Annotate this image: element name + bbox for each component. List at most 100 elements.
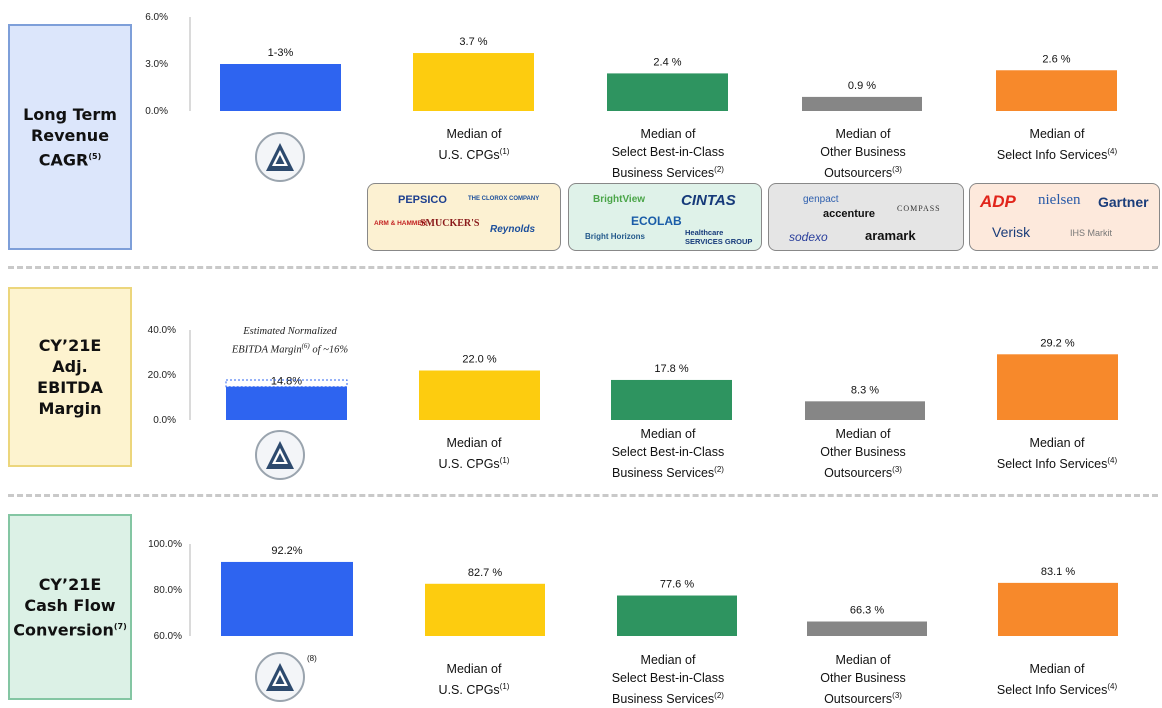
- category-label-line: Outsourcers(3): [824, 691, 902, 707]
- value-label: 92.2%: [271, 545, 302, 557]
- y-tick-label: 40.0%: [148, 325, 176, 336]
- section-label-line: Margin: [38, 399, 102, 418]
- category-label-business-services: Median of Select Best-in-Class Business Se…: [583, 125, 753, 182]
- category-label-line: Median of: [1029, 127, 1085, 141]
- category-label-line: Select Info Services(4): [996, 682, 1118, 698]
- category-label-line: Median of: [835, 127, 891, 141]
- category-label-line: U.S. CPGs(1): [438, 456, 510, 472]
- aramark-logo: aramark: [865, 228, 916, 243]
- category-label-info-services: Median of Select Info Services(4): [972, 125, 1142, 164]
- category-footnote: (4): [1107, 682, 1118, 691]
- section-label-line: CAGR(5): [38, 150, 102, 170]
- category-footnote: (1): [499, 456, 510, 465]
- y-tick-label: 100.0%: [148, 539, 182, 550]
- value-label: 3.7 %: [459, 36, 487, 48]
- nielsen-logo: nielsen: [1038, 192, 1081, 208]
- category-label-info-services: Median of Select Info Services(4): [972, 434, 1142, 473]
- value-label: 66.3 %: [850, 605, 884, 617]
- value-label: 77.6 %: [660, 579, 694, 591]
- category-label-line: Business Services(2): [612, 465, 724, 481]
- compass-logo: COMPASS: [897, 204, 941, 213]
- bar-cpgs: [425, 583, 545, 636]
- section-label-cashflow: CY’21E Cash Flow Conversion(7): [8, 514, 132, 700]
- category-label-outsourcers: Median of Other Business Outsourcers(3): [778, 125, 948, 182]
- section-label-footnote: (7): [113, 621, 127, 631]
- section-label-revenue: Long Term Revenue CAGR(5): [8, 24, 132, 250]
- value-label: 1-3%: [268, 47, 294, 59]
- category-label-cpgs: Median of U.S. CPGs(1): [389, 125, 559, 164]
- category-label-line: Select Info Services(4): [996, 147, 1118, 163]
- category-label-line: Business Services(2): [612, 691, 724, 707]
- bar-company: [226, 386, 347, 420]
- bar-outsourcers: [807, 621, 927, 636]
- ihs-markit-logo: IHS Markit: [1070, 228, 1113, 238]
- y-tick-label: 80.0%: [154, 585, 182, 596]
- category-label-line: Median of: [640, 653, 696, 667]
- info-services-logo-box: ADP nielsen Gartner Verisk IHS Markit: [969, 183, 1160, 251]
- section-label-line: Cash Flow: [24, 595, 116, 615]
- genpact-logo: genpact: [803, 194, 839, 205]
- bright-horizons-logo: Bright Horizons: [585, 232, 645, 241]
- category-label-line: Business Services(2): [612, 165, 724, 181]
- cashflow-chart-svg: 100.0% 80.0% 60.0% 92.2% 82.7 % 77.6 % 66.3 % 8…: [148, 539, 1118, 642]
- healthcare-services-logo: Healthcare SERVICES GROUP: [685, 228, 753, 246]
- category-label-info-services: Median of Select Info Services(4): [972, 660, 1142, 699]
- section-label-text: CY’21E Adj. EBITDA Margin: [37, 335, 103, 419]
- normalized-ebitda-annotation: Estimated Normalized EBITDA Margin(6) of…: [231, 326, 349, 356]
- smuckers-logo: SMUCKER'S: [420, 218, 480, 229]
- bar-company: [220, 64, 341, 111]
- value-label: 8.3 %: [851, 384, 879, 396]
- y-tick-label: 0.0%: [145, 106, 168, 117]
- bar-business-services: [611, 379, 732, 420]
- category-label-line: Select Info Services(4): [996, 456, 1118, 472]
- category-label-line: Median of: [446, 662, 502, 676]
- company-logo-icon: [266, 663, 294, 691]
- category-footnote: (2): [714, 691, 724, 700]
- category-label-line: Other Business: [820, 671, 906, 685]
- bar-outsourcers: [802, 96, 922, 111]
- category-footnote: (3): [892, 691, 902, 700]
- category-label-line: Select Best-in-Class: [611, 671, 725, 685]
- category-label-line: Other Business: [820, 145, 906, 159]
- category-label-business-services: Median of Select Best-in-Class Business Se…: [583, 425, 753, 482]
- value-label: 29.2 %: [1040, 337, 1074, 349]
- section-label-line: Long Term: [23, 104, 117, 124]
- category-label-line: Median of: [1029, 436, 1085, 450]
- section-divider: [8, 494, 1158, 497]
- y-tick-label: 0.0%: [153, 415, 176, 426]
- value-label: 83.1 %: [1041, 566, 1075, 578]
- section-label-line: CY’21E: [38, 574, 102, 594]
- sodexo-logo: sodexo: [789, 230, 828, 244]
- gartner-logo: Gartner: [1098, 194, 1149, 210]
- section-label-ebitda: CY’21E Adj. EBITDA Margin: [8, 287, 132, 467]
- value-label: 2.4 %: [653, 56, 681, 68]
- section-label-text: CY’21E Cash Flow Conversion(7): [13, 574, 127, 640]
- section-label-line: Revenue: [30, 125, 110, 145]
- section-label-text: Long Term Revenue CAGR(5): [23, 104, 117, 170]
- category-label-outsourcers: Median of Other Business Outsourcers(3): [778, 651, 948, 708]
- brightview-logo: BrightView: [593, 194, 646, 205]
- bar-business-services: [607, 73, 728, 111]
- y-tick-label: 60.0%: [154, 631, 182, 642]
- category-label-line: Select Best-in-Class: [611, 145, 725, 159]
- section-label-line: Adj.: [52, 357, 88, 376]
- section-divider: [8, 266, 1158, 269]
- clorox-logo: THE CLOROX COMPANY: [468, 196, 540, 202]
- y-tick-label: 20.0%: [148, 370, 176, 381]
- bar-outsourcers: [805, 401, 925, 420]
- category-label-line: U.S. CPGs(1): [438, 147, 510, 163]
- category-label-line: Outsourcers(3): [824, 465, 902, 481]
- category-label-line: Outsourcers(3): [824, 165, 902, 181]
- value-label: 2.6 %: [1042, 53, 1070, 65]
- bar-business-services: [617, 595, 737, 636]
- category-footnote: (1): [499, 147, 510, 156]
- category-label-line: U.S. CPGs(1): [438, 682, 510, 698]
- accenture-logo: accenture: [823, 208, 875, 220]
- category-label-cpgs: Median of U.S. CPGs(1): [389, 434, 559, 473]
- category-footnote: (4): [1107, 456, 1118, 465]
- company-logo: [255, 652, 305, 702]
- category-footnote: (2): [714, 465, 724, 474]
- pepsico-logo: PEPSICO: [398, 194, 447, 206]
- category-footnote: (3): [892, 465, 902, 474]
- category-footnote: (4): [1107, 147, 1118, 156]
